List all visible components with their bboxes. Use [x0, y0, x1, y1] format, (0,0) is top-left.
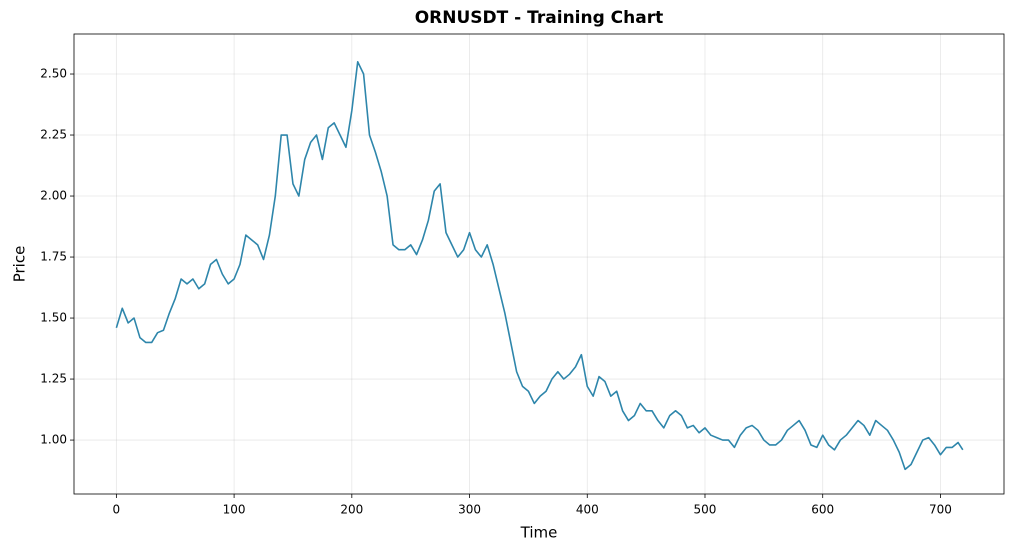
y-tick-label: 2.25 [40, 128, 67, 142]
x-tick-label: 100 [223, 503, 246, 517]
y-tick-label: 2.50 [40, 67, 67, 81]
y-tick-label: 2.00 [40, 189, 67, 203]
y-tick-label: 1.25 [40, 372, 67, 386]
y-tick-label: 1.50 [40, 311, 67, 325]
y-tick-label: 1.00 [40, 433, 67, 447]
x-tick-label: 200 [340, 503, 363, 517]
x-tick-label: 300 [458, 503, 481, 517]
plot-frame [73, 33, 1005, 495]
price-line [115, 61, 964, 471]
x-tick-label: 500 [694, 503, 717, 517]
x-tick-label: 600 [811, 503, 834, 517]
chart-title: ORNUSDT - Training Chart [415, 8, 664, 28]
y-tick-label: 1.75 [40, 250, 67, 264]
x-tick-label: 700 [929, 503, 952, 517]
x-tick-label: 0 [113, 503, 121, 517]
x-tick-label: 400 [576, 503, 599, 517]
x-axis-label: Time [520, 524, 558, 542]
y-axis-label: Price [11, 246, 29, 283]
